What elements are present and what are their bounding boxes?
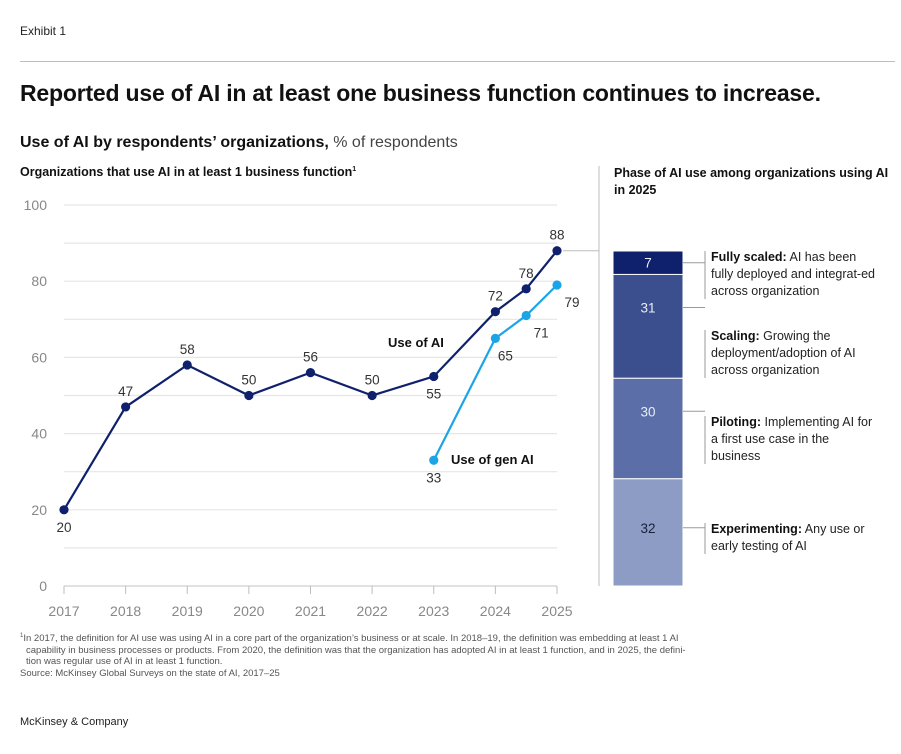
data-point [521, 284, 531, 294]
y-tick-label: 0 [39, 578, 47, 594]
brand-logo-text: McKinsey & Company [20, 716, 129, 728]
data-label: 20 [56, 520, 71, 535]
data-point [367, 390, 377, 401]
footnote-marker: 1 [352, 165, 357, 173]
series-label-use-of-ai: Use of AI [388, 335, 444, 350]
data-label: 47 [118, 384, 133, 399]
footnote: 1In 2017, the definition for AI use was … [20, 631, 880, 679]
subtitle-unit: % of respondents [328, 134, 458, 151]
data-label: 55 [426, 386, 441, 401]
data-label: 56 [303, 350, 318, 365]
data-point [429, 371, 439, 382]
stacked-bar: 7 31 30 32 [612, 250, 706, 587]
source-line: Source: McKinsey Global Surveys on the s… [20, 667, 280, 679]
data-point [490, 307, 500, 317]
x-tick-label: 2020 [233, 603, 264, 619]
bar-segment-scaling [612, 273, 684, 379]
segment-value-label: 31 [640, 300, 655, 315]
data-point [121, 402, 131, 412]
legend-item: Piloting: Implementing AI for a first us… [711, 414, 881, 465]
x-tick-label: 2022 [357, 603, 388, 619]
data-point [59, 505, 69, 515]
data-label: 33 [426, 470, 441, 485]
gridlines [64, 204, 557, 549]
data-label: 78 [519, 266, 534, 281]
y-tick-label: 40 [31, 426, 47, 442]
x-tick-label: 2018 [110, 603, 141, 619]
data-label: 65 [498, 348, 513, 363]
data-point [244, 390, 254, 401]
exhibit-label: Exhibit 1 [20, 24, 67, 38]
chart-title: Reported use of AI in at least one busin… [20, 80, 821, 106]
legend-item-desc: Growing the deployment/adoption of AI ac… [711, 329, 856, 377]
series-label-use-of-gen-ai: Use of gen AI [451, 452, 534, 467]
footnote-line-1: 1In 2017, the definition for AI use was … [20, 633, 679, 645]
legend-item-title: Scaling: [711, 329, 760, 343]
data-point [521, 310, 531, 321]
data-label: 71 [534, 325, 549, 340]
footnote-line-3: tion was regular use of AI in at least 1… [26, 656, 223, 668]
legend-item-title: Experimenting: [711, 522, 802, 536]
top-divider [20, 61, 895, 62]
legend-item: Fully scaled: AI has been fully deployed… [711, 249, 881, 300]
data-point [305, 368, 316, 378]
series-line-use-of-gen-ai [432, 284, 558, 461]
segment-value-label: 7 [644, 256, 652, 271]
legend-item: Experimenting: Any use or early testing … [711, 521, 881, 555]
legend-item: Scaling: Growing the deployment/adoption… [711, 328, 881, 379]
data-point [182, 360, 192, 370]
legend-item-desc: Any use or early testing of AI [711, 522, 865, 553]
x-axis: 2017 2018 2019 2020 2021 2022 2023 2024 2025 [48, 585, 573, 619]
data-point [429, 455, 439, 465]
y-axis-ticks: 0 20 40 60 80 100 [24, 197, 48, 594]
y-tick-label: 80 [31, 273, 47, 289]
y-tick-label: 60 [31, 349, 47, 365]
x-tick-label: 2024 [480, 603, 511, 619]
footnote-line-2: capability in business processes or prod… [26, 644, 686, 656]
y-tick-label: 20 [31, 502, 47, 518]
x-tick-label: 2021 [295, 603, 326, 619]
legend-item-desc: AI has been fully deployed and integrat-… [711, 250, 876, 298]
x-tick-label: 2017 [48, 603, 79, 619]
x-tick-label: 2019 [172, 603, 203, 619]
legend-item-title: Fully scaled: [711, 250, 787, 264]
data-label: 79 [564, 295, 579, 310]
data-point [490, 333, 500, 343]
bar-segment-experimenting [612, 478, 684, 587]
bar-segment-piloting [612, 377, 684, 480]
line-series: 20 47 58 50 56 50 55 72 78 88 33 65 71 79 Use of AI Use… [56, 228, 599, 535]
data-label: 58 [180, 342, 195, 357]
bar-chart-heading: Phase of AI use among organizations usin… [614, 166, 889, 197]
data-label: 72 [488, 289, 503, 304]
legend-item-desc: Implementing AI for a first use case in … [711, 415, 873, 463]
data-point [552, 280, 562, 290]
line-chart-heading-text: Organizations that use AI in at least 1 … [20, 165, 353, 179]
data-label: 50 [365, 373, 380, 388]
subtitle-bold: Use of AI by respondents’ organizations, [20, 134, 329, 151]
x-tick-label: 2025 [541, 603, 572, 619]
x-tick-label: 2023 [418, 603, 449, 619]
data-label: 50 [241, 373, 256, 388]
legend-item-title: Piloting: [711, 415, 761, 429]
data-label: 88 [549, 228, 564, 243]
line-chart-heading: Organizations that use AI in at least 1 … [20, 165, 356, 179]
chart-subtitle: Use of AI by respondents’ organizations,… [20, 134, 458, 152]
segment-value-label: 30 [640, 404, 655, 419]
data-point [552, 246, 562, 256]
series-line-use-of-ai [63, 250, 558, 511]
y-tick-label: 100 [24, 197, 48, 213]
segment-value-label: 32 [640, 521, 655, 536]
